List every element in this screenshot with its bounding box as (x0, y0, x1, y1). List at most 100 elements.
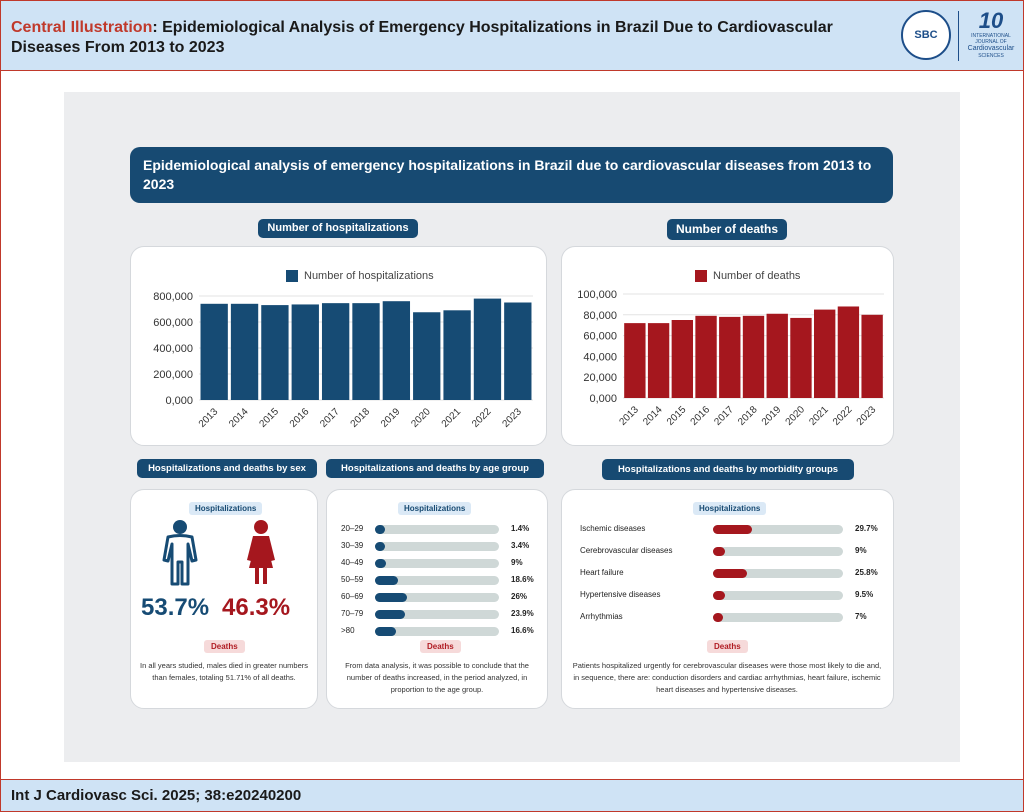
age-row-value: 9% (511, 558, 523, 567)
age-row-label: 50–59 (341, 575, 364, 584)
age-row-value: 3.4% (511, 541, 530, 550)
y-tick-label: 800,000 (153, 291, 193, 303)
title-prefix: Central Illustration (11, 19, 153, 36)
sex-hospitalizations-label: Hospitalizations (189, 502, 263, 515)
x-tick-label: 2015 (258, 406, 282, 430)
section-pill-age: Hospitalizations and deaths by age group (326, 459, 544, 478)
age-row: >80 16.6% (341, 625, 541, 637)
y-tick-label: 60,000 (583, 331, 617, 343)
progress-fill (713, 525, 752, 534)
age-row-label: 20–29 (341, 524, 364, 533)
progress-track (713, 569, 843, 578)
y-tick-label: 0,000 (589, 393, 617, 405)
morbidity-row-label: Arrhythmias (580, 612, 623, 621)
bar (291, 304, 319, 400)
morbidity-deaths-label: Deaths (707, 640, 748, 653)
section-pill-hospitalizations: Number of hospitalizations (258, 219, 418, 238)
y-tick-label: 0,000 (165, 395, 193, 407)
age-hospitalizations-label: Hospitalizations (398, 502, 472, 515)
age-row-value: 23.9% (511, 609, 534, 618)
bar (382, 301, 411, 400)
morbidity-row-value: 7% (855, 612, 867, 621)
age-row: 70–79 23.9% (341, 608, 541, 620)
header: Central Illustration: Epidemiological An… (1, 1, 1023, 71)
x-tick-label: 2014 (227, 406, 251, 430)
age-deaths-label: Deaths (420, 640, 461, 653)
progress-track (375, 542, 499, 551)
bar (861, 314, 883, 398)
progress-track (375, 610, 499, 619)
progress-track (375, 627, 499, 636)
age-row-label: >80 (341, 626, 355, 635)
morbidity-row: Arrhythmias 7% (580, 611, 880, 623)
bar (504, 302, 532, 400)
progress-track (713, 525, 843, 534)
x-tick-label: 2019 (760, 404, 784, 428)
journal-logo-number: 10 (978, 8, 1004, 33)
progress-fill (713, 613, 723, 622)
x-tick-label: 2022 (470, 406, 494, 430)
progress-track (375, 525, 499, 534)
x-tick-label: 2021 (440, 406, 464, 430)
section-pill-sex: Hospitalizations and deaths by sex (137, 459, 317, 478)
x-tick-label: 2023 (855, 404, 879, 428)
y-tick-label: 20,000 (583, 372, 617, 384)
morbidity-hospitalizations-label: Hospitalizations (693, 502, 767, 515)
bar (261, 305, 289, 400)
age-row-value: 1.4% (511, 524, 530, 533)
progress-fill (375, 576, 399, 585)
x-tick-label: 2013 (197, 406, 221, 430)
section-pill-deaths: Number of deaths (667, 219, 787, 240)
x-tick-label: 2023 (500, 406, 524, 430)
x-tick-label: 2016 (689, 404, 713, 428)
journal-logo-line2: Cardiovascular (967, 45, 1015, 52)
x-tick-label: 2013 (617, 404, 641, 428)
sbc-logo-text: SBC (914, 29, 938, 41)
y-tick-label: 200,000 (153, 369, 193, 381)
hospitalizations-legend: Number of hospitalizations (286, 270, 434, 282)
bar (742, 315, 765, 398)
progress-track (375, 576, 499, 585)
title-text: : Epidemiological Analysis of Emergency … (11, 19, 833, 56)
x-tick-label: 2020 (409, 406, 433, 430)
age-note: From data analysis, it was possible to c… (345, 661, 529, 694)
bar (837, 306, 860, 398)
age-row-label: 70–79 (341, 609, 364, 618)
bar (624, 323, 646, 398)
bar (200, 303, 228, 400)
sex-deaths-label: Deaths (204, 640, 245, 653)
x-tick-label: 2017 (318, 406, 342, 430)
x-tick-label: 2016 (288, 406, 312, 430)
banner-title: Epidemiological analysis of emergency ho… (130, 147, 893, 203)
section-pill-morbidity: Hospitalizations and deaths by morbidity… (602, 459, 854, 480)
progress-track (713, 591, 843, 600)
morbidity-row: Heart failure 25.8% (580, 567, 880, 579)
bar (790, 317, 812, 398)
age-row: 60–69 26% (341, 591, 541, 603)
x-tick-label: 2019 (379, 406, 403, 430)
bar (647, 323, 670, 398)
y-tick-label: 80,000 (583, 310, 617, 322)
x-tick-label: 2020 (784, 404, 808, 428)
x-tick-label: 2018 (349, 406, 373, 430)
x-tick-label: 2021 (807, 404, 831, 428)
male-icon (162, 520, 198, 586)
progress-fill (375, 610, 405, 619)
male-percentage: 53.7% (141, 594, 210, 621)
sbc-logo: SBC (901, 10, 951, 60)
page-title: Central Illustration: Epidemiological An… (11, 18, 871, 58)
y-tick-label: 400,000 (153, 343, 193, 355)
progress-fill (375, 542, 385, 551)
bar (413, 312, 441, 400)
age-row-label: 30–39 (341, 541, 364, 550)
progress-fill (375, 525, 385, 534)
citation: Int J Cardiovasc Sci. 2025; 38:e20240200 (11, 787, 302, 804)
bar (443, 310, 471, 400)
x-tick-label: 2017 (712, 404, 736, 428)
journal-logo-line1: INTERNATIONAL JOURNAL OF (971, 33, 1011, 45)
x-tick-label: 2018 (736, 404, 760, 428)
age-row: 30–39 3.4% (341, 540, 541, 552)
bar (766, 313, 788, 398)
bar (814, 309, 836, 398)
